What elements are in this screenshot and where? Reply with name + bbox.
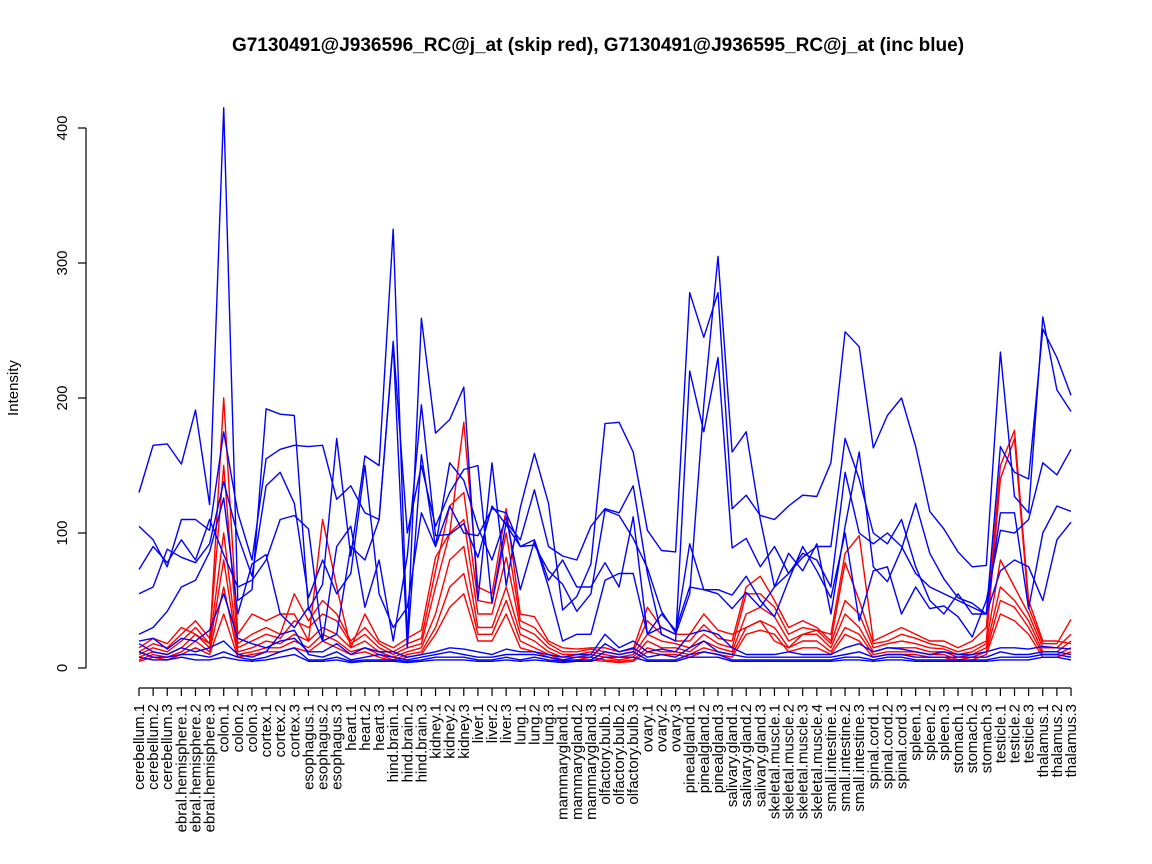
- y-axis: 0 100 200 300 400: [54, 115, 87, 672]
- inc-series-line: [138, 464, 1072, 635]
- x-tick-label: colon.3: [244, 704, 261, 752]
- x-tick-label: cortex.1: [258, 704, 275, 757]
- inc-series-line: [138, 653, 1072, 664]
- x-tick-label: testicle.1: [992, 704, 1009, 763]
- x-tick-label: spleen.3: [936, 704, 953, 761]
- inc-series-line: [138, 647, 1072, 662]
- x-tick-label: mammarygland.2: [569, 704, 586, 820]
- x-tick-label: liver.3: [498, 704, 515, 743]
- x-tick-label: stomach.2: [964, 704, 981, 773]
- series-group: [138, 107, 1072, 664]
- x-tick-label: salivary.gland.3: [752, 704, 769, 807]
- x-tick-label: cerebellum.2: [145, 704, 162, 790]
- x-tick-label: kidney.3: [456, 704, 473, 759]
- x-tick-label: ovary.1: [639, 704, 656, 752]
- inc-series-line: [138, 404, 1072, 642]
- y-tick-label: 100: [54, 520, 71, 545]
- x-tick-label: olfactory.bulb.3: [625, 704, 642, 805]
- inc-series-line: [138, 255, 1072, 649]
- x-tick-label: small.intestine.3: [851, 704, 868, 812]
- x-tick-label: thalamus.3: [1063, 704, 1080, 777]
- x-tick-label: esophagus.2: [315, 704, 332, 790]
- x-tick-label: pinealgland.1: [682, 704, 699, 793]
- x-tick-label: lung.1: [512, 704, 529, 745]
- x-tick-label: esophagus.3: [329, 704, 346, 790]
- y-tick-label: 400: [54, 115, 71, 140]
- x-tick-label: heart.1: [343, 704, 360, 751]
- x-tick-label: skeletal.muscle.2: [781, 704, 798, 819]
- inc-series-line: [138, 593, 1072, 658]
- y-tick-label: 200: [54, 385, 71, 410]
- x-tick-label: thalamus.1: [1035, 704, 1052, 777]
- x-tick-label: testicle.2: [1007, 704, 1024, 763]
- x-tick-label: spinal.cord.2: [879, 704, 896, 789]
- x-tick-label: heart.3: [371, 704, 388, 751]
- x-tick-label: lung.2: [526, 704, 543, 745]
- x-tick-label: salivary.gland.2: [738, 704, 755, 807]
- x-axis: cerebellum.1cerebellum.2cerebellum.3ebra…: [131, 687, 1080, 832]
- x-tick-label: spleen.1: [908, 704, 925, 761]
- x-tick-label: small.intestine.2: [837, 704, 854, 812]
- skip-series-line: [138, 518, 1072, 658]
- y-tick-label: 300: [54, 250, 71, 275]
- x-tick-label: cerebellum.3: [159, 704, 176, 790]
- x-tick-label: mammarygland.1: [555, 704, 572, 820]
- x-tick-label: cortex.3: [286, 704, 303, 757]
- x-tick-label: colon.2: [230, 704, 247, 752]
- x-tick-label: skeletal.muscle.1: [766, 704, 783, 819]
- x-tick-label: liver.2: [484, 704, 501, 743]
- x-tick-label: ovary.2: [653, 704, 670, 752]
- x-tick-label: pinealgland.3: [710, 704, 727, 793]
- x-tick-label: heart.2: [357, 704, 374, 751]
- x-tick-label: stomach.3: [978, 704, 995, 773]
- x-tick-label: spinal.cord.1: [865, 704, 882, 789]
- x-tick-label: salivary.gland.1: [724, 704, 741, 807]
- x-tick-label: spleen.2: [922, 704, 939, 761]
- x-tick-label: hind.brain.3: [413, 704, 430, 782]
- x-tick-label: ovary.3: [668, 704, 685, 752]
- x-tick-label: mammarygland.3: [583, 704, 600, 820]
- x-tick-label: ebral.hemisphere.1: [173, 704, 190, 832]
- x-tick-label: stomach.1: [950, 704, 967, 773]
- x-tick-label: hind.brain.2: [399, 704, 416, 782]
- y-axis-label: Intensity: [5, 360, 22, 416]
- x-tick-label: lung.3: [541, 704, 558, 745]
- x-tick-label: olfactory.bulb.1: [597, 704, 614, 805]
- x-tick-label: ebral.hemisphere.2: [187, 704, 204, 832]
- chart-title: G7130491@J936596_RC@j_at (skip red), G71…: [232, 35, 964, 56]
- x-tick-label: thalamus.2: [1049, 704, 1066, 777]
- inc-series-line: [138, 328, 1072, 642]
- x-tick-label: ebral.hemisphere.3: [202, 704, 219, 832]
- skip-series-line: [138, 397, 1072, 653]
- x-tick-label: colon.1: [216, 704, 233, 752]
- x-tick-label: pinealgland.2: [696, 704, 713, 793]
- inc-series-line: [138, 629, 1072, 661]
- x-tick-label: skeletal.muscle.4: [809, 704, 826, 819]
- x-tick-label: cerebellum.1: [131, 704, 148, 790]
- x-tick-label: olfactory.bulb.2: [611, 704, 628, 805]
- x-tick-label: skeletal.muscle.3: [795, 704, 812, 819]
- x-tick-label: esophagus.1: [300, 704, 317, 790]
- x-tick-label: spinal.cord.3: [894, 704, 911, 789]
- x-tick-label: hind.brain.1: [385, 704, 402, 782]
- x-tick-label: kidney.2: [442, 704, 459, 759]
- inc-series-line: [138, 107, 1072, 642]
- x-tick-label: kidney.1: [428, 704, 445, 759]
- x-tick-label: small.intestine.1: [823, 704, 840, 812]
- x-tick-label: testicle.3: [1021, 704, 1038, 763]
- y-tick-label: 0: [54, 664, 71, 672]
- x-tick-label: liver.1: [470, 704, 487, 743]
- x-tick-label: cortex.2: [272, 704, 289, 757]
- skip-series-line: [138, 437, 1072, 656]
